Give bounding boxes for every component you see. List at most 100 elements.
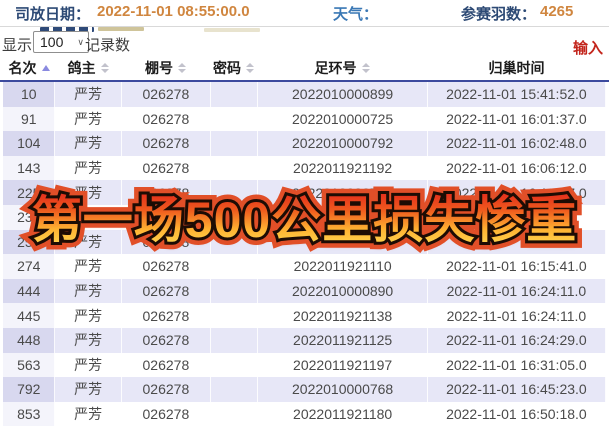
cell-owner: 严芳 [55,278,122,304]
cell-rank: 10 [3,82,56,107]
sort-ascending-icon [41,65,50,71]
cell-ring: 2022010000792 [258,131,428,156]
cell-owner: 严芳 [55,155,122,181]
sort-icons [178,63,186,73]
cell-rank: 250 [3,229,56,255]
cell-password [211,377,259,402]
page-size-value: 100 [40,34,64,50]
cell-rank: 104 [3,131,56,156]
column-header-label: 名次 [8,60,37,76]
weather-label: 天气： [333,6,379,23]
cell-owner: 严芳 [55,131,122,156]
cell-time: 2022-11-01 16:45:23.0 [428,377,606,402]
cell-password [211,106,259,132]
table-row: 104 严芳 026278 2022010000792 2022-11-01 16:02… [3,131,606,156]
cell-rank: 792 [3,377,56,402]
cell-loft: 026278 [122,327,211,353]
cell-rank: 91 [3,106,56,132]
cell-loft: 026278 [122,303,211,328]
cell-ring: 2022011921180 [258,401,428,426]
cell-ring: 2022010000725 [258,106,428,132]
cell-time [428,204,606,230]
cell-owner: 严芳 [55,401,122,426]
column-header-password[interactable]: 密码 [210,56,257,80]
column-header-label: 密码 [213,60,241,76]
table-row: 143 严芳 026278 2022011921192 2022-11-01 16:06… [3,155,606,181]
input-link[interactable]: 输入 [572,40,603,57]
cell-loft: 026278 [122,180,211,205]
entries-count-label: 参赛羽数： [461,6,537,23]
column-header-owner[interactable]: 鸽主 [55,56,121,80]
cell-owner: 严芳 [55,82,122,107]
cell-loft: 026278 [122,82,211,107]
column-header-label: 足环号 [314,60,357,76]
cell-rank: 274 [3,254,56,279]
column-header-ring[interactable]: 足环号 [257,56,427,80]
cell-rank: 563 [3,352,56,378]
table-row: 10 严芳 026278 2022010000899 2022-11-01 15:41:… [3,82,606,107]
cell-loft: 026278 [122,401,211,426]
page-size-select[interactable]: 100 ∨ [33,31,89,53]
cell-time: 2022-11-01 16:15:41.0 [428,254,606,279]
cell-password [211,82,259,107]
clipped-element-fragment [40,27,94,32]
cell-password [211,229,259,255]
cell-owner: 严芳 [55,229,122,255]
cell-rank: 853 [3,401,56,426]
sort-icons [100,63,109,73]
cell-time: 2022-11-01 16:24:29.0 [428,327,606,353]
table-row: 563 严芳 026278 2022011921197 2022-11-01 16:31… [3,352,606,378]
table-row: 91 严芳 026278 2022010000725 2022-11-01 16:01:… [3,106,606,132]
clipped-element-fragment [204,28,260,32]
column-header-loft[interactable]: 棚号 [121,56,210,80]
cell-owner: 严芳 [55,377,122,402]
cell-owner: 严芳 [55,352,122,378]
cell-loft: 026278 [122,377,211,402]
table-row: 225 严芳 026278 2022010000767 2022-11-01 16:12… [3,180,606,205]
cell-ring: 2022011921125 [258,327,428,353]
table-row: 853 严芳 026278 2022011921180 2022-11-01 16:50… [3,401,606,426]
release-date-value: 2022-11-01 08:55:00.0 [97,3,250,20]
cell-password [211,278,259,304]
cell-loft: 026278 [122,254,211,279]
table-row: 448 严芳 026278 2022011921125 2022-11-01 16:24… [3,327,606,353]
cell-loft: 026278 [122,278,211,304]
clipped-element-fragment [98,27,144,31]
cell-loft: 026278 [122,352,211,378]
table-row: 274 严芳 026278 2022011921110 2022-11-01 16:15… [3,254,606,279]
cell-ring: 2022011921197 [258,352,428,378]
entries-count-value: 4265 [540,3,574,20]
cell-password [211,303,259,328]
column-header-rank[interactable]: 名次 [3,56,55,80]
column-header-time[interactable]: 归巢时间 [427,56,606,80]
sort-icons [361,63,370,73]
cell-ring: 2022010000767 [258,180,428,205]
table-row: 250 严芳 026278 [3,229,606,255]
cell-time: 2022-11-01 16:12:47.0 [428,180,606,205]
release-date-label: 司放日期： [15,6,91,23]
cell-loft: 026278 [122,204,211,230]
cell-rank: 232 [3,204,56,230]
column-header-label: 棚号 [145,60,173,76]
cell-ring: 2022011921110 [258,254,428,279]
cell-rank: 448 [3,327,56,353]
cell-time: 2022-11-01 16:24:11.0 [428,303,606,328]
cell-owner: 严芳 [55,327,122,353]
chevron-down-icon: ∨ [77,36,84,47]
cell-password [211,180,259,205]
show-label: 显示 [2,37,33,54]
cell-rank: 225 [3,180,56,205]
sort-icons [246,63,254,73]
cell-owner: 严芳 [55,254,122,279]
cell-password [211,131,259,156]
cell-password [211,254,259,279]
cell-time [428,229,606,255]
cell-rank: 445 [3,303,56,328]
cell-password [211,204,259,230]
cell-ring: 2022011921138 [258,303,428,328]
table-body: 10 严芳 026278 2022010000899 2022-11-01 15:41:… [3,82,606,426]
cell-rank: 444 [3,278,56,304]
cell-password [211,352,259,378]
table-row: 232 严芳 026278 [3,204,606,230]
